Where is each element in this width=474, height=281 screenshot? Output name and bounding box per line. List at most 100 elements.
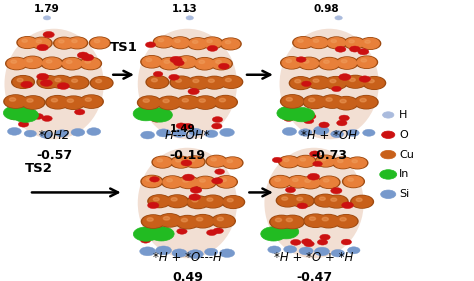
- Circle shape: [178, 176, 199, 189]
- Circle shape: [359, 76, 371, 82]
- Circle shape: [347, 157, 368, 169]
- Circle shape: [146, 76, 169, 89]
- Circle shape: [38, 76, 58, 88]
- Circle shape: [152, 78, 157, 82]
- Text: -0.19: -0.19: [169, 149, 205, 162]
- Circle shape: [151, 116, 162, 122]
- Circle shape: [337, 160, 343, 163]
- Circle shape: [279, 156, 300, 168]
- Circle shape: [186, 135, 193, 139]
- Circle shape: [297, 197, 303, 201]
- Circle shape: [51, 98, 57, 102]
- Circle shape: [37, 76, 60, 88]
- Circle shape: [287, 176, 309, 188]
- Ellipse shape: [280, 29, 379, 139]
- Circle shape: [170, 56, 182, 63]
- Circle shape: [286, 59, 292, 63]
- Circle shape: [163, 177, 182, 187]
- Circle shape: [199, 60, 205, 64]
- Circle shape: [166, 195, 189, 208]
- Circle shape: [315, 155, 336, 167]
- Circle shape: [171, 156, 191, 168]
- Circle shape: [144, 228, 154, 234]
- Circle shape: [286, 218, 292, 222]
- Text: *OH2: *OH2: [38, 129, 70, 142]
- Circle shape: [313, 161, 322, 167]
- Circle shape: [207, 198, 213, 201]
- Circle shape: [361, 38, 379, 49]
- Circle shape: [212, 117, 223, 123]
- Circle shape: [189, 128, 202, 135]
- Circle shape: [150, 176, 159, 182]
- Circle shape: [303, 95, 327, 108]
- Circle shape: [193, 79, 199, 83]
- Circle shape: [175, 159, 181, 162]
- Circle shape: [304, 241, 314, 247]
- Circle shape: [272, 157, 282, 163]
- Circle shape: [220, 128, 235, 137]
- Circle shape: [85, 60, 91, 63]
- Circle shape: [356, 96, 377, 108]
- Circle shape: [301, 239, 312, 244]
- Circle shape: [360, 38, 381, 49]
- Circle shape: [326, 37, 347, 49]
- Circle shape: [203, 76, 226, 89]
- Circle shape: [23, 57, 42, 68]
- Circle shape: [149, 196, 169, 207]
- Circle shape: [357, 57, 376, 67]
- Circle shape: [225, 41, 231, 44]
- Circle shape: [4, 95, 27, 108]
- Circle shape: [57, 83, 69, 89]
- Circle shape: [43, 31, 55, 38]
- Circle shape: [343, 175, 365, 187]
- Circle shape: [220, 76, 243, 88]
- Circle shape: [154, 157, 172, 167]
- Circle shape: [177, 216, 198, 228]
- Circle shape: [8, 128, 21, 135]
- Text: 1.49: 1.49: [170, 124, 195, 134]
- Ellipse shape: [264, 148, 364, 258]
- Circle shape: [348, 178, 354, 181]
- Text: *H + *OH: *H + *OH: [301, 129, 357, 142]
- Circle shape: [158, 214, 182, 227]
- Circle shape: [326, 98, 332, 101]
- Circle shape: [22, 56, 44, 69]
- Circle shape: [42, 78, 48, 82]
- Circle shape: [40, 80, 53, 86]
- Circle shape: [9, 114, 19, 120]
- Circle shape: [334, 158, 352, 168]
- Circle shape: [194, 176, 216, 189]
- Circle shape: [282, 197, 288, 200]
- Circle shape: [318, 176, 340, 188]
- Circle shape: [314, 194, 337, 207]
- Text: *H + *O---H: *H + *O---H: [153, 251, 222, 264]
- Circle shape: [332, 86, 341, 92]
- Circle shape: [173, 130, 186, 137]
- Circle shape: [285, 187, 296, 193]
- Circle shape: [13, 76, 33, 88]
- Circle shape: [11, 60, 17, 63]
- Circle shape: [322, 217, 328, 221]
- Circle shape: [326, 77, 346, 89]
- Circle shape: [293, 195, 313, 207]
- Circle shape: [201, 195, 224, 208]
- Circle shape: [282, 96, 303, 107]
- Circle shape: [192, 40, 198, 43]
- Circle shape: [33, 114, 44, 119]
- Circle shape: [148, 195, 171, 208]
- Circle shape: [283, 246, 297, 253]
- Circle shape: [271, 216, 292, 228]
- Circle shape: [72, 79, 78, 82]
- Circle shape: [283, 128, 297, 135]
- Circle shape: [55, 130, 69, 137]
- Circle shape: [280, 157, 298, 167]
- Circle shape: [189, 77, 209, 89]
- Circle shape: [141, 215, 165, 228]
- Circle shape: [304, 214, 328, 227]
- Circle shape: [42, 115, 52, 121]
- Circle shape: [275, 178, 281, 181]
- Circle shape: [207, 46, 218, 51]
- Text: -0.47: -0.47: [296, 271, 332, 281]
- Circle shape: [96, 79, 101, 83]
- Circle shape: [346, 38, 363, 48]
